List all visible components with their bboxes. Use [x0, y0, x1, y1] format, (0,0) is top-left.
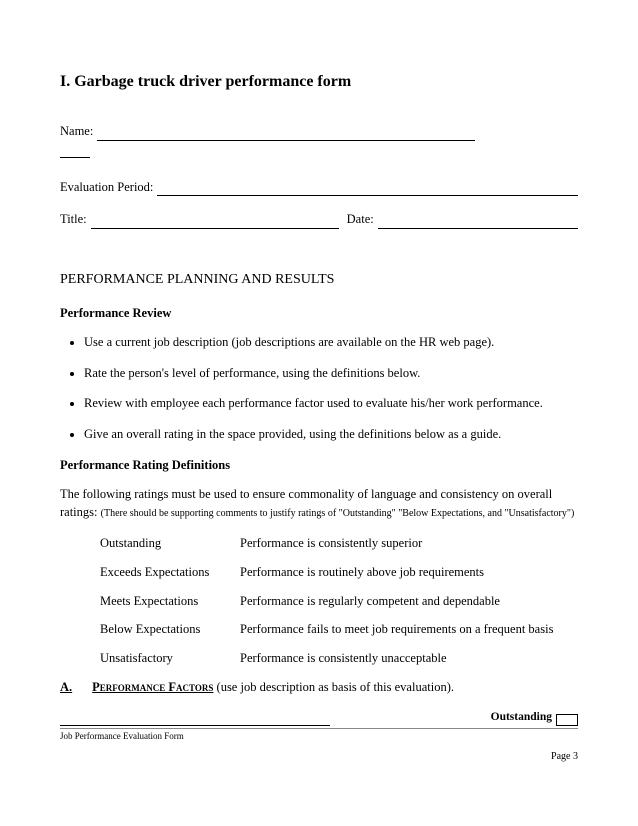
- rating-label: Outstanding: [100, 534, 240, 553]
- rating-desc: Performance is consistently superior: [240, 534, 578, 553]
- rating-row: Exceeds Expectations Performance is rout…: [100, 563, 578, 582]
- definitions-note: (There should be supporting comments to …: [101, 508, 575, 519]
- outstanding-checkbox[interactable]: [556, 714, 578, 726]
- rating-label: Unsatisfactory: [100, 649, 240, 668]
- bottom-rule: [60, 725, 330, 726]
- outstanding-checkbox-label: Outstanding: [491, 709, 556, 726]
- definitions-intro-block: The following ratings must be used to en…: [60, 485, 578, 523]
- rating-row: Meets Expectations Performance is regula…: [100, 592, 578, 611]
- eval-input-line[interactable]: [157, 184, 578, 197]
- title-label: Title:: [60, 210, 91, 229]
- rating-row: Unsatisfactory Performance is consistent…: [100, 649, 578, 668]
- rating-desc: Performance fails to meet job requiremen…: [240, 620, 578, 639]
- definitions-heading: Performance Rating Definitions: [60, 456, 578, 475]
- rating-label: Below Expectations: [100, 620, 240, 639]
- list-item: Use a current job description (job descr…: [84, 333, 578, 352]
- list-item: Review with employee each performance fa…: [84, 394, 578, 413]
- page-number: Page 3: [60, 749, 578, 764]
- title-date-row: Title: Date:: [60, 210, 578, 229]
- date-label: Date:: [347, 210, 378, 229]
- name-input-line-tail[interactable]: [60, 145, 90, 158]
- factors-letter: A.: [60, 680, 92, 694]
- rating-desc: Performance is routinely above job requi…: [240, 563, 578, 582]
- date-input-line[interactable]: [378, 217, 578, 230]
- rating-table: Outstanding Performance is consistently …: [100, 534, 578, 668]
- bullet-list: Use a current job description (job descr…: [60, 333, 578, 444]
- rating-desc: Performance is regularly competent and d…: [240, 592, 578, 611]
- name-tail: [60, 145, 578, 164]
- factors-title: Performance Factors: [92, 680, 213, 694]
- factors-heading: A.Performance Factors (use job descripti…: [60, 678, 578, 697]
- rating-row: Outstanding Performance is consistently …: [100, 534, 578, 553]
- footer-text: Job Performance Evaluation Form: [60, 728, 578, 744]
- rating-desc: Performance is consistently unacceptable: [240, 649, 578, 668]
- eval-label: Evaluation Period:: [60, 178, 157, 197]
- rating-label: Exceeds Expectations: [100, 563, 240, 582]
- name-label: Name:: [60, 122, 97, 141]
- section-heading: PERFORMANCE PLANNING AND RESULTS: [60, 269, 578, 290]
- name-field-row: Name:: [60, 122, 578, 141]
- rating-label: Meets Expectations: [100, 592, 240, 611]
- rating-row: Below Expectations Performance fails to …: [100, 620, 578, 639]
- title-input-line[interactable]: [91, 217, 339, 230]
- eval-field-row: Evaluation Period:: [60, 178, 578, 197]
- page-title: I. Garbage truck driver performance form: [60, 70, 578, 94]
- name-input-line[interactable]: [97, 128, 475, 141]
- review-heading: Performance Review: [60, 304, 578, 323]
- list-item: Rate the person's level of performance, …: [84, 364, 578, 383]
- bottom-rule-row: Outstanding: [60, 709, 578, 726]
- factors-tail: (use job description as basis of this ev…: [213, 680, 454, 694]
- list-item: Give an overall rating in the space prov…: [84, 425, 578, 444]
